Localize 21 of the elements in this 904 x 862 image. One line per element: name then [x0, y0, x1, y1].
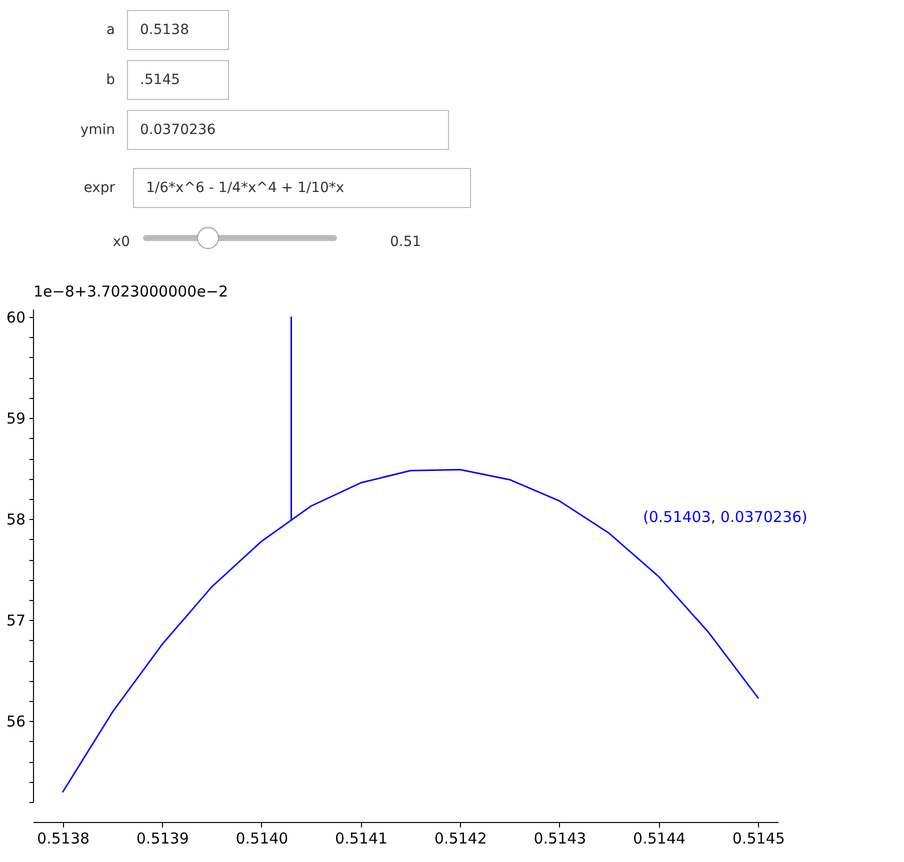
text: b [105, 71, 115, 90]
x-tick-label: 0.5140 [236, 830, 288, 848]
y-tick-label: 56 [6, 712, 26, 731]
y-tick-label: 58 [6, 510, 26, 529]
x-tick-label: 0.5145 [732, 830, 785, 848]
y-axis-title: 1e−8+3.7023000000e−2 [34, 282, 228, 300]
x-tick-label: 0.5141 [335, 830, 388, 848]
text: expr [82, 179, 115, 198]
x-tick-label: 0.5142 [434, 830, 487, 848]
y-tick-label: 57 [6, 612, 26, 630]
x-tick-label: 0.5143 [534, 830, 586, 848]
text: x0 [112, 233, 130, 252]
x-tick-label: 0.5139 [136, 830, 189, 848]
text: 0.51 [390, 233, 422, 252]
x-tick-label: 0.5144 [633, 830, 686, 848]
y-tick-label: 60 [6, 308, 26, 327]
text: ymin [79, 121, 115, 140]
annotation: (0.51403, 0.0370236) [643, 508, 808, 526]
y-tick-label: 59 [6, 410, 26, 428]
text: a [105, 21, 115, 40]
x-tick-label: 0.5138 [37, 830, 90, 848]
